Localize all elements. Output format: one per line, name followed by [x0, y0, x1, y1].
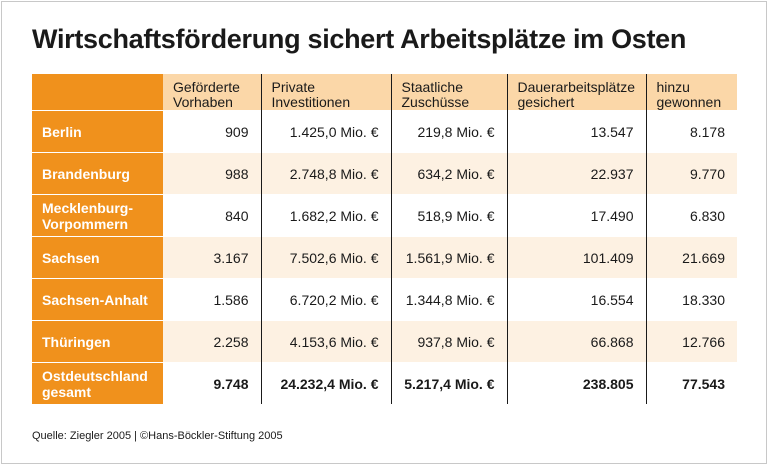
table-row: Thüringen 2.258 4.153,6 Mio. € 937,8 Mio… — [32, 320, 737, 363]
cell-dauer: 238.805 — [506, 362, 646, 404]
cell-dauer: 13.547 — [506, 110, 646, 153]
cell-private: 2.748,8 Mio. € — [260, 152, 391, 195]
cell-private: 4.153,6 Mio. € — [260, 320, 391, 363]
cell-private: 1.682,2 Mio. € — [260, 194, 391, 237]
row-label: Berlin — [32, 110, 163, 153]
cell-zuschuesse: 5.217,4 Mio. € — [390, 362, 507, 404]
table-row: Sachsen-Anhalt 1.586 6.720,2 Mio. € 1.34… — [32, 278, 737, 321]
cell-private: 7.502,6 Mio. € — [260, 236, 391, 279]
row-label: Mecklenburg- Vorpommern — [32, 194, 163, 237]
cell-private: 1.425,0 Mio. € — [260, 110, 391, 153]
cell-dauer: 16.554 — [506, 278, 646, 321]
cell-vorhaben: 840 — [163, 194, 261, 237]
cell-zuschuesse: 937,8 Mio. € — [390, 320, 507, 363]
cell-hinzu: 12.766 — [645, 320, 737, 363]
row-label: Thüringen — [32, 320, 163, 363]
cell-zuschuesse: 1.561,9 Mio. € — [390, 236, 507, 279]
cell-dauer: 22.937 — [506, 152, 646, 195]
cell-zuschuesse: 634,2 Mio. € — [390, 152, 507, 195]
header-private: Private Investitionen — [260, 74, 391, 111]
cell-private: 6.720,2 Mio. € — [260, 278, 391, 321]
row-label: Ostdeutschland gesamt — [32, 362, 163, 404]
cell-vorhaben: 3.167 — [163, 236, 261, 279]
cell-dauer: 101.409 — [506, 236, 646, 279]
header-zuschuesse: Staatliche Zuschüsse — [390, 74, 507, 111]
cell-vorhaben: 1.586 — [163, 278, 261, 321]
table-row: Mecklenburg- Vorpommern 840 1.682,2 Mio. … — [32, 194, 737, 237]
header-vorhaben: Geförderte Vorhaben — [163, 74, 261, 111]
header-dauer: Dauerarbeitsplätze gesichert — [506, 74, 646, 111]
header-corner — [32, 74, 163, 111]
page-title: Wirtschaftsförderung sichert Arbeitsplät… — [32, 24, 687, 54]
cell-dauer: 17.490 — [506, 194, 646, 237]
source-note: Quelle: Ziegler 2005 | ©Hans-Böckler-Sti… — [32, 430, 283, 442]
table-row: Brandenburg 988 2.748,8 Mio. € 634,2 Mio… — [32, 152, 737, 195]
data-table: Geförderte Vorhaben Private Investitionen … — [32, 74, 737, 404]
cell-vorhaben: 988 — [163, 152, 261, 195]
cell-hinzu: 18.330 — [645, 278, 737, 321]
cell-hinzu: 9.770 — [645, 152, 737, 195]
cell-hinzu: 8.178 — [645, 110, 737, 153]
cell-dauer: 66.868 — [506, 320, 646, 363]
cell-vorhaben: 9.748 — [163, 362, 261, 404]
row-label: Sachsen — [32, 236, 163, 279]
cell-zuschuesse: 219,8 Mio. € — [390, 110, 507, 153]
cell-hinzu: 6.830 — [645, 194, 737, 237]
header-hinzu: hinzu gewonnen — [645, 74, 737, 111]
cell-vorhaben: 2.258 — [163, 320, 261, 363]
header-row: Geförderte Vorhaben Private Investitionen … — [32, 74, 737, 111]
cell-zuschuesse: 518,9 Mio. € — [390, 194, 507, 237]
cell-hinzu: 77.543 — [645, 362, 737, 404]
row-label: Brandenburg — [32, 152, 163, 195]
cell-vorhaben: 909 — [163, 110, 261, 153]
cell-hinzu: 21.669 — [645, 236, 737, 279]
cell-zuschuesse: 1.344,8 Mio. € — [390, 278, 507, 321]
row-label: Sachsen-Anhalt — [32, 278, 163, 321]
table-row: Berlin 909 1.425,0 Mio. € 219,8 Mio. € 1… — [32, 110, 737, 153]
table-row-total: Ostdeutschland gesamt 9.748 24.232,4 Mio.… — [32, 362, 737, 404]
table-row: Sachsen 3.167 7.502,6 Mio. € 1.561,9 Mio… — [32, 236, 737, 279]
cell-private: 24.232,4 Mio. € — [260, 362, 391, 404]
